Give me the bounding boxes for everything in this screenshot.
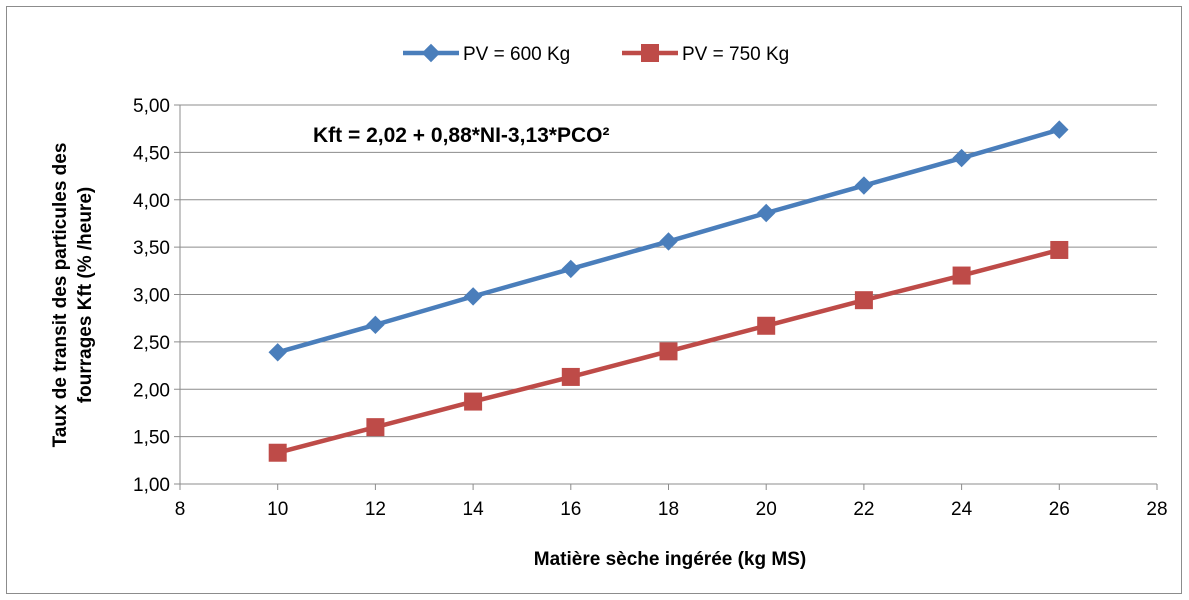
data-point xyxy=(660,343,677,360)
data-point xyxy=(465,393,482,410)
axes: 1,00 1,50 2,00 2,50 3,00 3,50 4,00 4,50 5,00 8 10 1… xyxy=(133,96,1168,520)
legend: PV = 600 Kg PV = 750 Kg xyxy=(403,44,789,65)
data-point xyxy=(1051,241,1068,258)
legend-item-2: PV = 750 Kg xyxy=(622,44,789,65)
series-2 xyxy=(269,241,1068,461)
gridlines xyxy=(180,105,1157,484)
y-axis-title-line-1: Taux de transit des particules des xyxy=(50,143,71,448)
series-1 xyxy=(269,121,1068,361)
x-tick-label: 18 xyxy=(658,499,679,520)
legend-marker xyxy=(423,45,440,62)
data-point xyxy=(953,267,970,284)
data-point xyxy=(269,444,286,461)
data-point xyxy=(855,177,872,194)
data-point xyxy=(367,316,384,333)
data-point xyxy=(1051,121,1068,138)
y-tick-label: 4,50 xyxy=(133,143,170,164)
data-point xyxy=(758,205,775,222)
y-tick-label: 2,50 xyxy=(133,333,170,354)
x-tick-label: 22 xyxy=(853,499,874,520)
x-tick-label: 16 xyxy=(560,499,581,520)
legend-label: PV = 750 Kg xyxy=(682,44,789,65)
data-point xyxy=(562,368,579,385)
x-tick-label: 14 xyxy=(463,499,485,520)
y-tick-label: 1,00 xyxy=(133,475,170,496)
equation-annotation: Kft = 2,02 + 0,88*NI-3,13*PCO² xyxy=(313,124,609,147)
data-point xyxy=(465,288,482,305)
y-tick-label: 3,50 xyxy=(133,238,170,259)
series-layer xyxy=(269,121,1068,461)
legend-marker xyxy=(642,45,659,62)
x-tick-label: 24 xyxy=(951,499,973,520)
y-tick-label: 1,50 xyxy=(133,428,170,449)
y-tick-label: 4,00 xyxy=(133,191,170,212)
data-point xyxy=(855,292,872,309)
data-point xyxy=(269,344,286,361)
y-axis-title-line-2: fourrages Kft (% /heure) xyxy=(75,187,96,403)
data-point xyxy=(758,317,775,334)
y-tick-label: 3,00 xyxy=(133,286,170,307)
x-tick-label: 26 xyxy=(1049,499,1070,520)
legend-label: PV = 600 Kg xyxy=(463,44,570,65)
y-tick-label: 5,00 xyxy=(133,96,170,117)
legend-item-1: PV = 600 Kg xyxy=(403,44,570,65)
x-tick-label: 12 xyxy=(365,499,386,520)
x-axis-title: Matière sèche ingérée (kg MS) xyxy=(534,549,806,570)
x-tick-label: 28 xyxy=(1146,499,1167,520)
data-point xyxy=(562,260,579,277)
data-point xyxy=(367,419,384,436)
x-tick-label: 20 xyxy=(756,499,777,520)
y-tick-label: 2,00 xyxy=(133,380,170,401)
x-tick-label: 10 xyxy=(267,499,288,520)
x-tick-label: 8 xyxy=(175,499,186,520)
